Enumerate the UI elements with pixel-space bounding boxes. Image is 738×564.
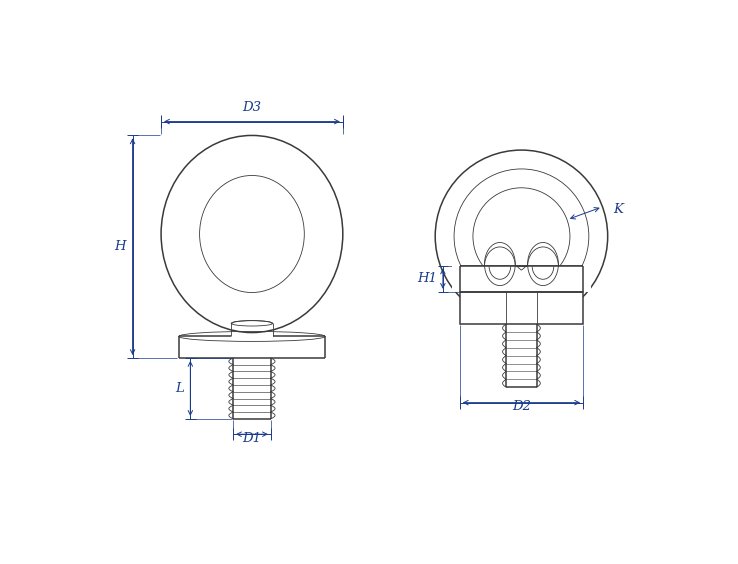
Bar [460,292,583,324]
Bar [452,266,590,292]
Text: D3: D3 [243,101,261,114]
Bar [456,266,587,292]
Text: H: H [114,240,126,253]
Text: K: K [613,203,623,216]
Text: L: L [175,382,184,395]
Text: D1: D1 [243,432,261,445]
Text: D2: D2 [512,400,531,413]
Text: H1: H1 [418,272,438,285]
